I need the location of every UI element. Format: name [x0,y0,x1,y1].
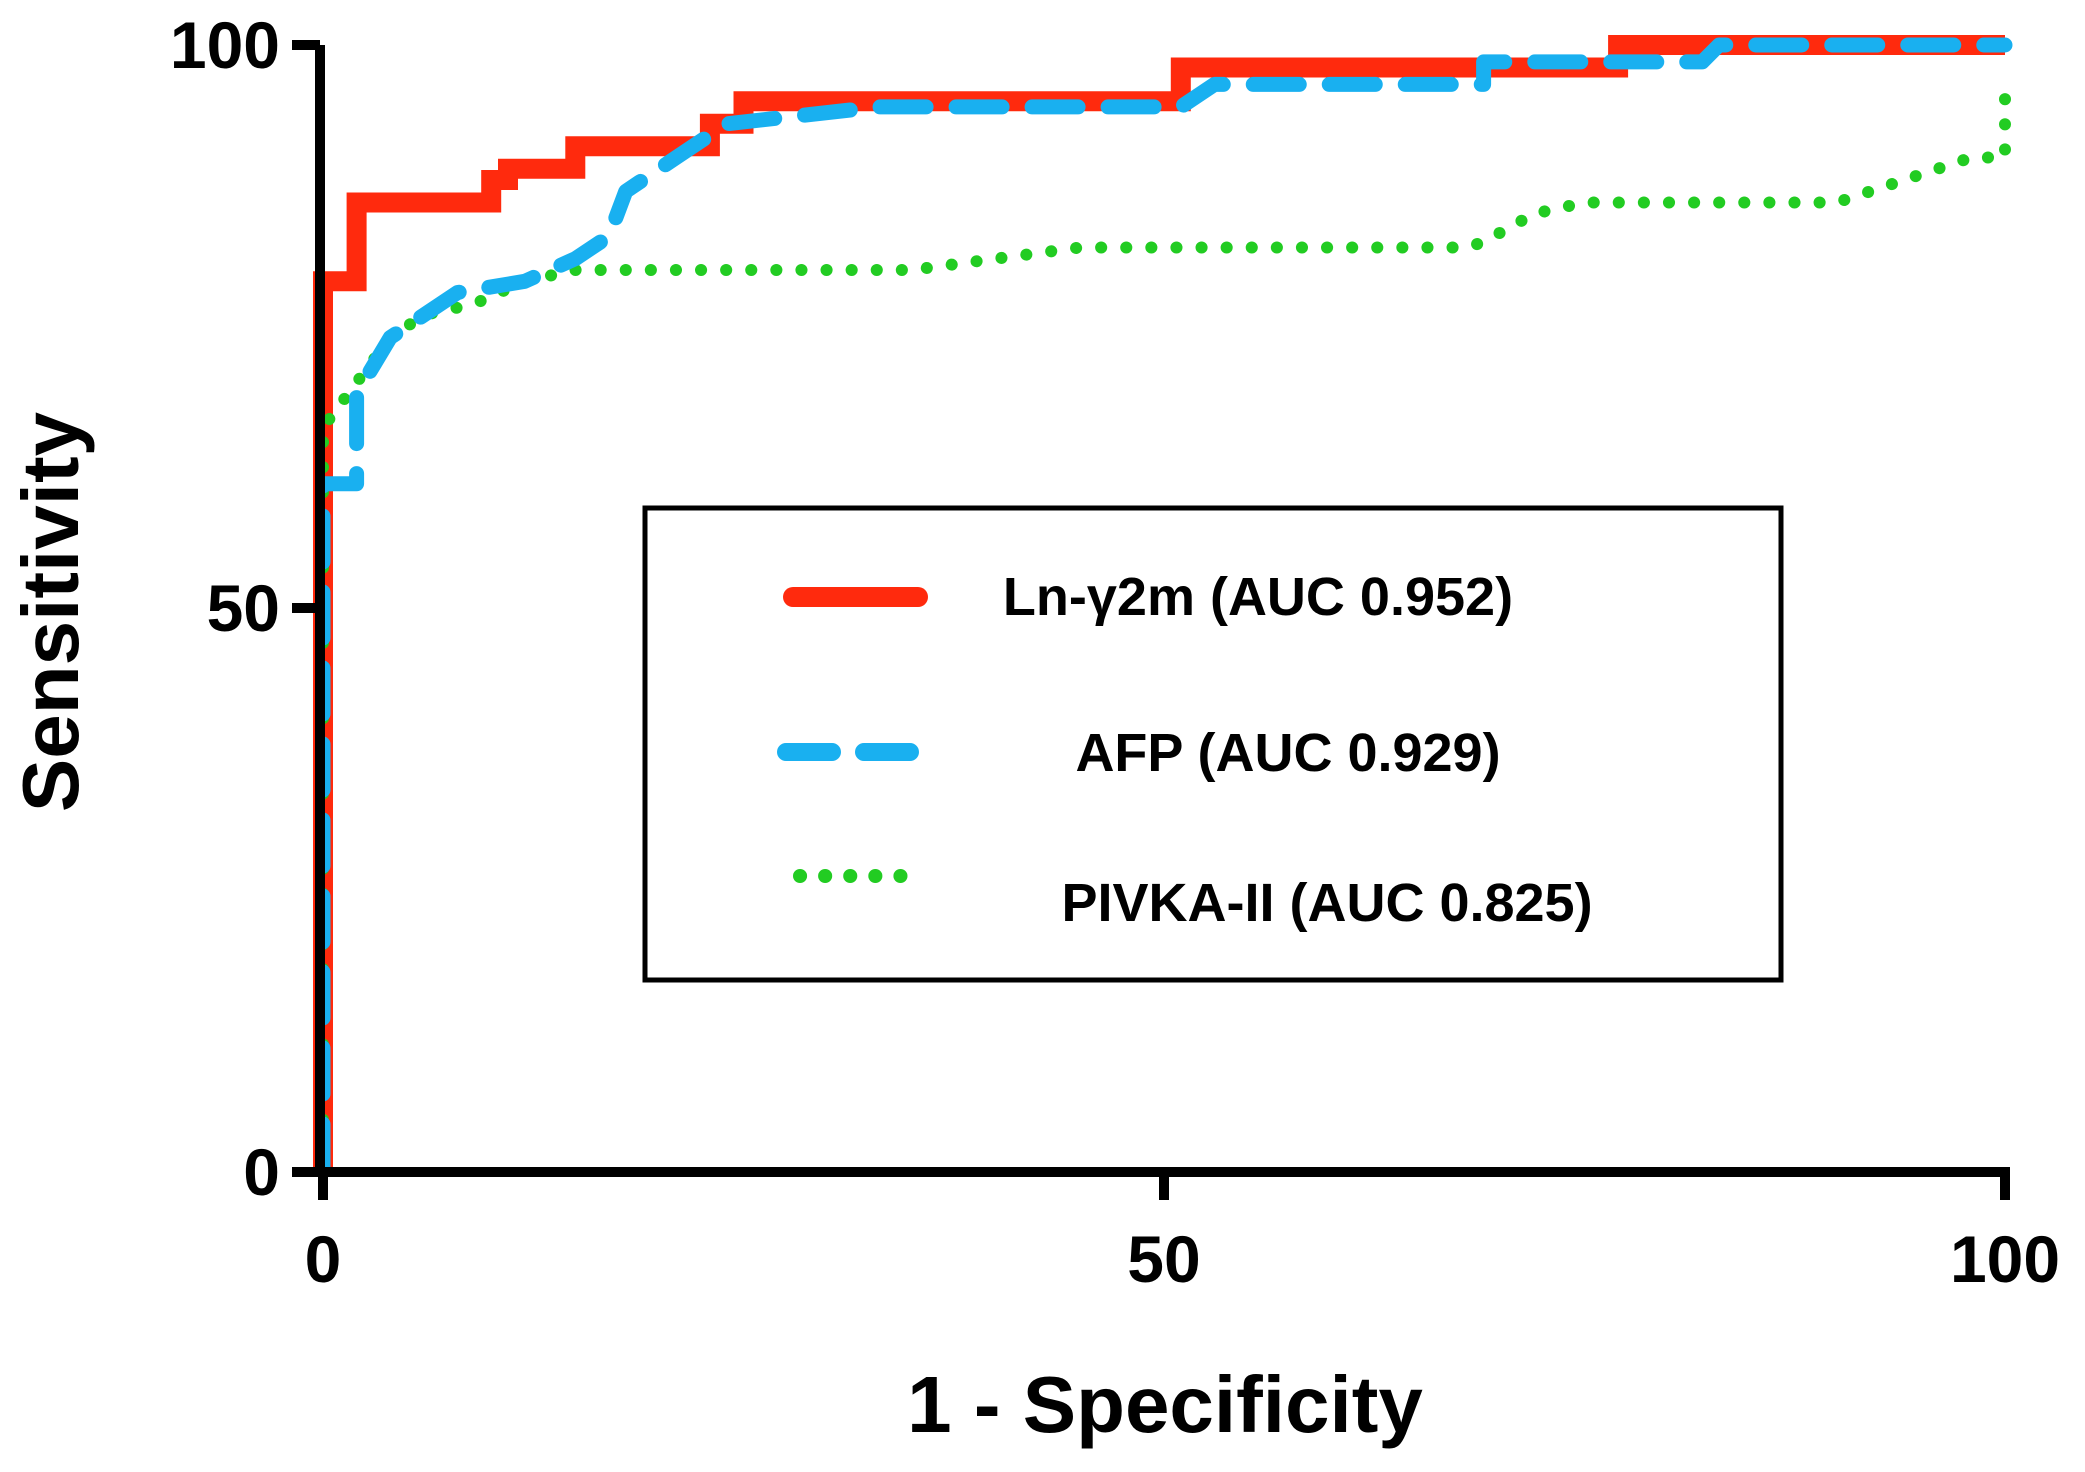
x-tick-label-100: 100 [1950,1222,2060,1296]
y-axis-title: Sensitivity [6,411,95,812]
y-tick-label-50: 50 [207,571,280,645]
legend-box [642,505,1784,983]
series-line-dashed [315,37,2013,1178]
series-layer [313,35,2013,1178]
x-tick-label-50: 50 [1127,1222,1200,1296]
x-tick-label-0: 0 [305,1222,342,1296]
legend-label-pivka-ii: PIVKA-II (AUC 0.825) [1061,873,1592,933]
y-tick-label-0: 0 [243,1135,280,1209]
series-line-solid [313,35,2005,1170]
legend-label-ln-y2m: Ln-γ2m (AUC 0.952) [1003,567,1513,627]
legend: Ln-γ2m (AUC 0.952) AFP (AUC 0.929) PIVKA… [642,505,1784,983]
legend-label-afp: AFP (AUC 0.929) [1075,723,1500,783]
x-axis-title: 1 - Specificity [907,1360,1423,1449]
y-tick-label-100: 100 [170,8,280,82]
